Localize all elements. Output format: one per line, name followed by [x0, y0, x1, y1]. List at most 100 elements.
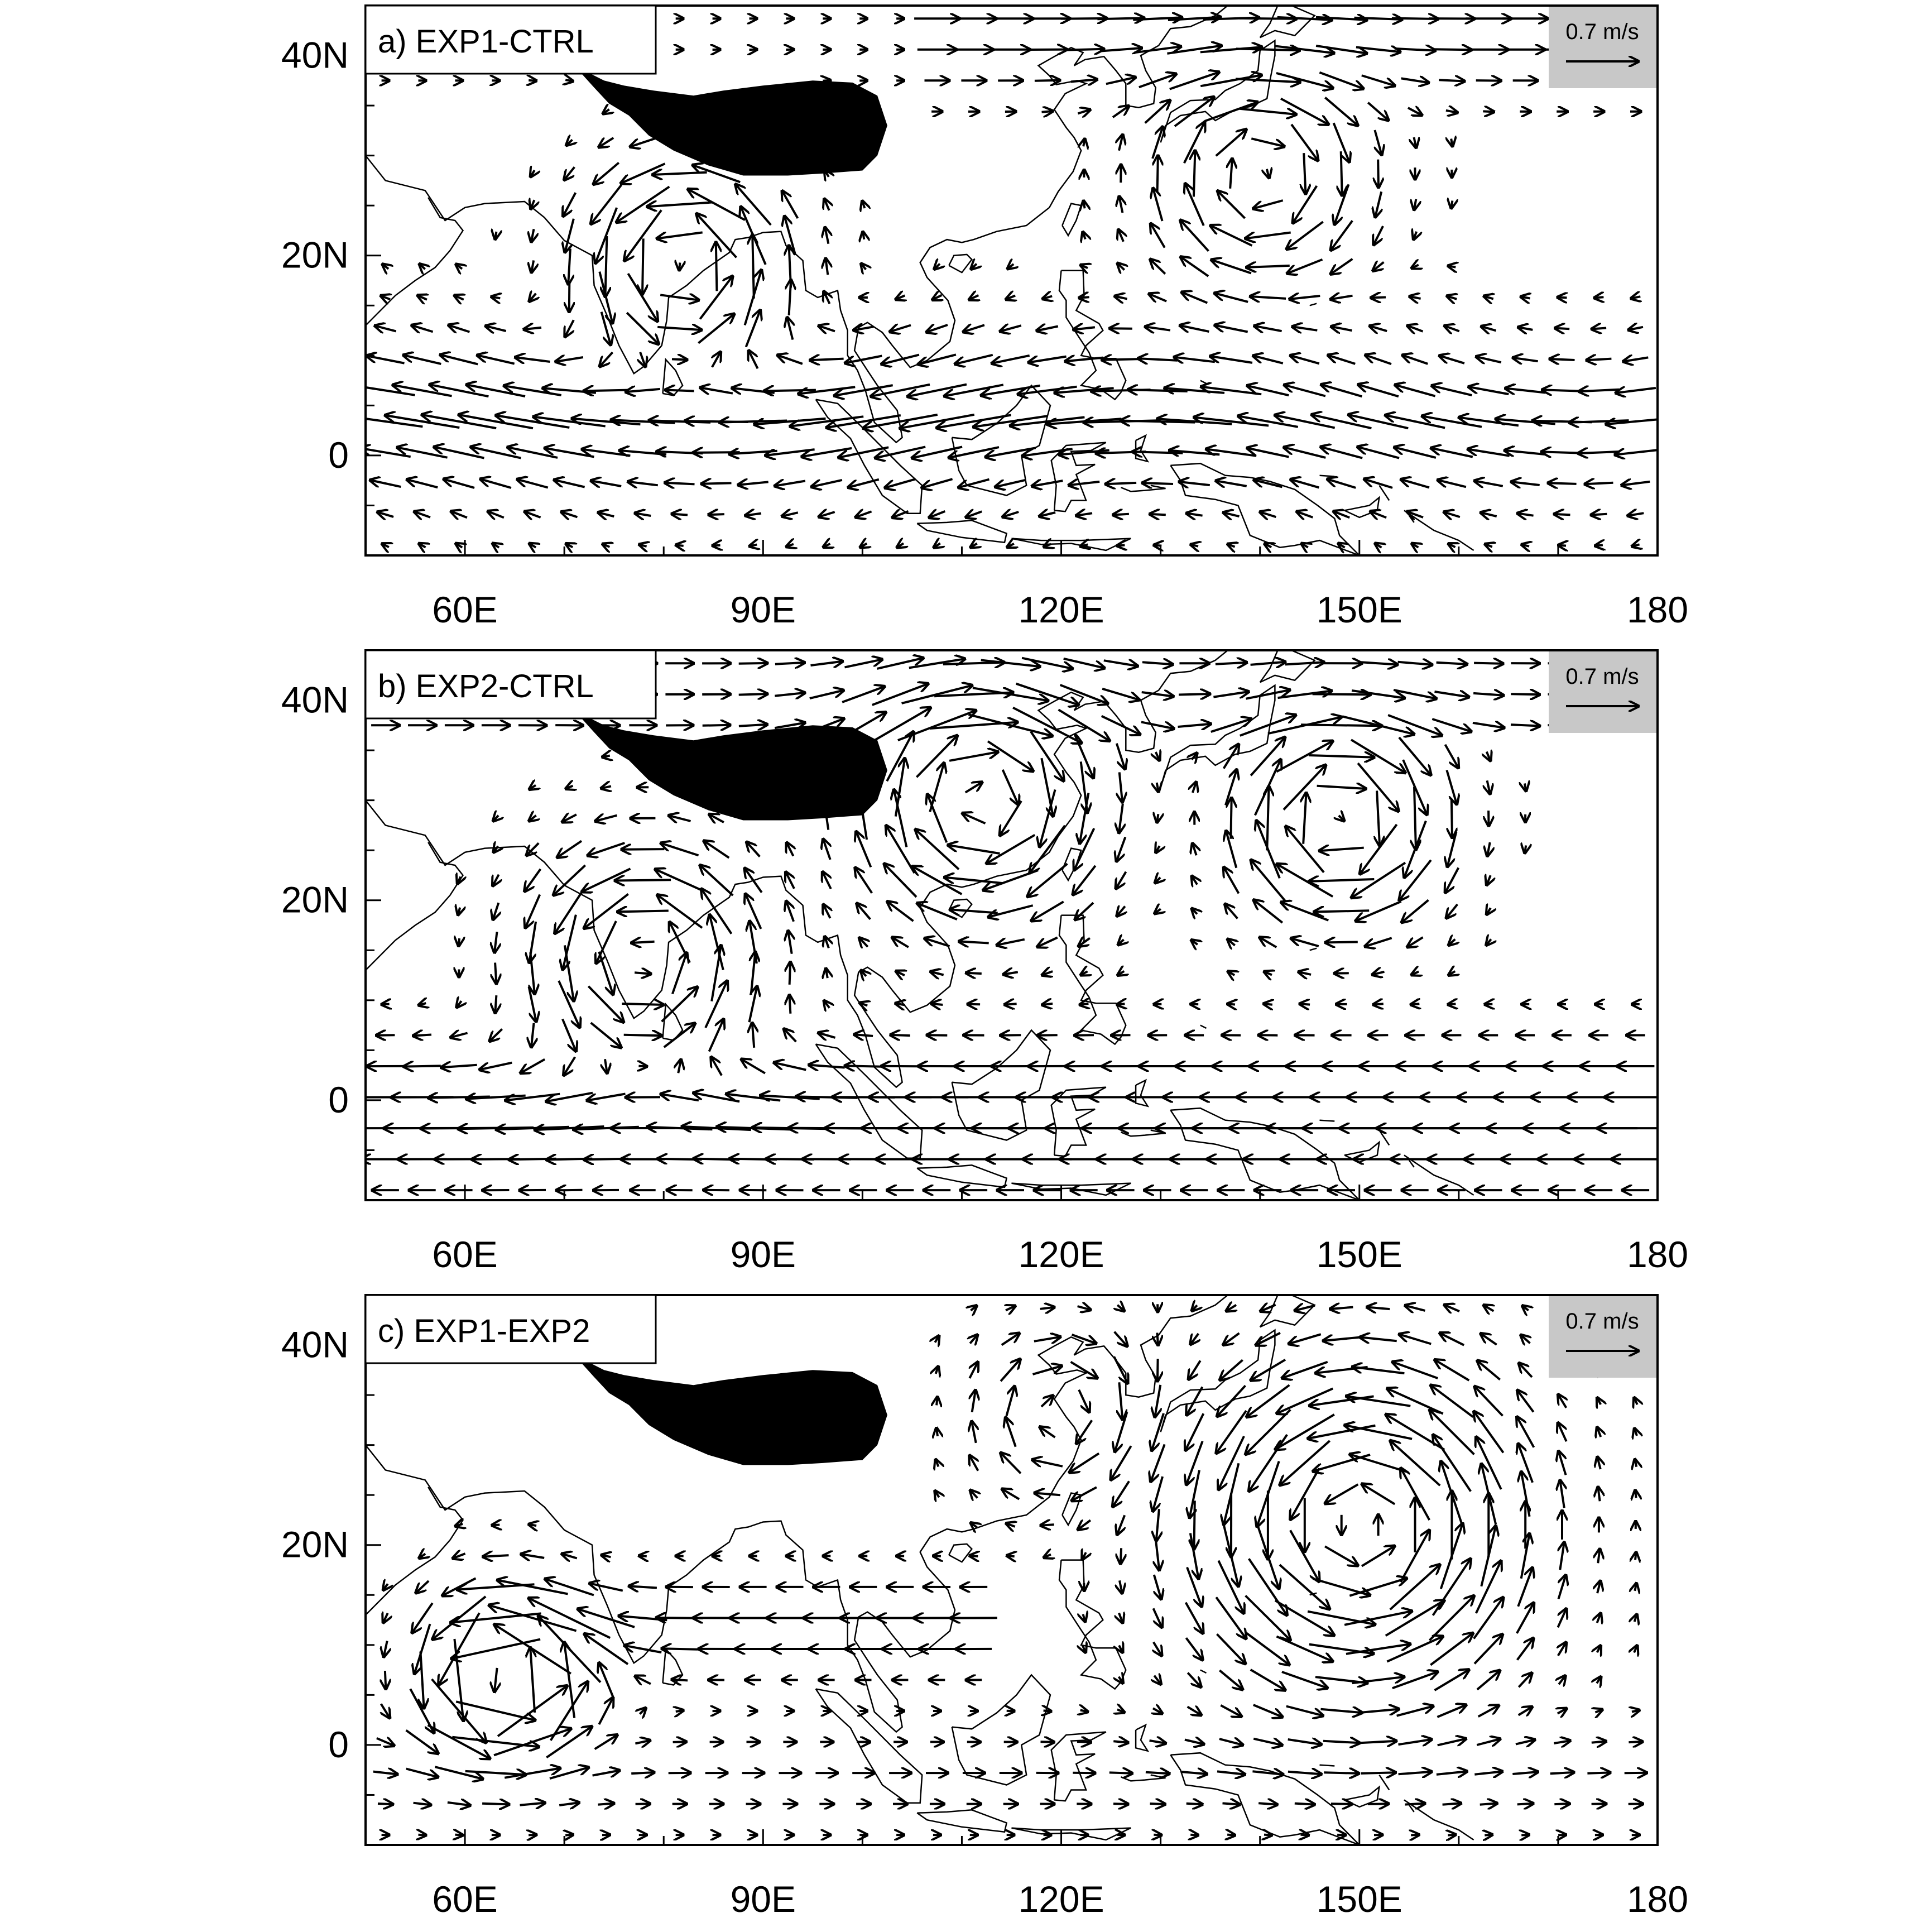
wind-vector [1623, 357, 1649, 361]
wind-vector [1200, 47, 1262, 52]
wind-vector [1102, 687, 1140, 700]
wind-vector [1315, 17, 1367, 20]
wind-vector [1083, 232, 1085, 239]
wind-vector [521, 1554, 545, 1558]
wind-vector [897, 711, 976, 741]
wind-vector [419, 1003, 426, 1005]
wind-vector [382, 1004, 390, 1005]
wind-vector [1319, 848, 1364, 851]
wind-vector [1005, 1386, 1015, 1417]
wind-vector [819, 512, 835, 517]
wind-vector [1214, 293, 1248, 303]
wind-vector [385, 1671, 386, 1689]
wind-vector [1364, 479, 1393, 489]
wind-vector [562, 814, 577, 822]
wind-vector [1282, 1360, 1328, 1378]
wind-vector [661, 987, 698, 1023]
wind-vector [1246, 690, 1290, 700]
wind-vector [626, 311, 659, 344]
wind-vector [1184, 1740, 1204, 1744]
wind-vector [1109, 328, 1132, 329]
wind-vector [1375, 543, 1382, 548]
wind-vector [494, 932, 497, 952]
coastline [815, 399, 923, 515]
wind-vector [1150, 514, 1166, 515]
wind-vector [992, 354, 1030, 363]
wind-vector [1185, 1637, 1203, 1660]
wind-vector [856, 511, 872, 517]
wind-vector [1389, 1565, 1440, 1610]
wind-vector [635, 513, 651, 516]
wind-vector [451, 1638, 541, 1659]
wind-vector [1635, 1490, 1636, 1498]
wind-vector [1152, 1608, 1163, 1627]
wind-vector [587, 1092, 626, 1101]
wind-vector [1145, 1772, 1170, 1774]
coastline [1259, 650, 1316, 683]
wind-vector [1083, 1646, 1086, 1653]
wind-vector [504, 1768, 560, 1779]
wind-vector [1360, 1741, 1396, 1743]
wind-vector [492, 1525, 499, 1526]
wind-vector [454, 295, 464, 300]
wind-vector [1634, 1646, 1637, 1653]
wind-vector [497, 1686, 568, 1737]
wind-vector [1414, 137, 1416, 148]
wind-vector [1309, 1395, 1374, 1406]
wind-vector [1332, 122, 1349, 162]
wind-vector [969, 1455, 978, 1471]
coastline [1061, 1492, 1082, 1527]
coastline [662, 358, 684, 396]
wind-vector [1473, 1597, 1504, 1639]
wind-vector [1246, 1408, 1291, 1454]
wind-vector [716, 242, 717, 291]
wind-vector [628, 482, 659, 486]
x-tick-label: 120E [1018, 1878, 1104, 1920]
wind-vector [1040, 758, 1053, 816]
coastline [1200, 380, 1207, 385]
wind-vector [907, 383, 967, 397]
wind-vector [1554, 514, 1570, 515]
wind-vector [629, 1586, 657, 1588]
wind-vector [702, 725, 731, 726]
wind-vector [412, 1602, 434, 1633]
wind-vector [1238, 416, 1299, 428]
wind-vector [970, 1490, 977, 1498]
reference-vector-label: 0.7 m/s [1565, 664, 1639, 689]
wind-vector [1477, 1360, 1501, 1381]
wind-vector [1037, 936, 1058, 947]
wind-vector [1240, 715, 1296, 737]
wind-vector [625, 209, 662, 261]
coastline [815, 1688, 923, 1804]
wind-vector [785, 216, 797, 256]
wind-vector [859, 1003, 867, 1005]
wind-vector [1444, 1305, 1460, 1311]
wind-vector [782, 512, 799, 516]
wind-vector [1407, 108, 1422, 116]
wind-vector [611, 420, 675, 423]
coastline [1319, 474, 1335, 477]
wind-vector [1521, 1335, 1530, 1343]
wind-vector [789, 246, 791, 288]
wind-vector [627, 272, 657, 322]
wind-vector [1440, 1333, 1465, 1346]
wind-vector [1445, 770, 1457, 804]
wind-vector [598, 512, 614, 516]
wind-vector [1414, 787, 1416, 850]
wind-vector [1505, 389, 1546, 393]
wind-vector [1476, 1437, 1502, 1490]
wind-vector [809, 691, 844, 700]
wind-vector [565, 80, 573, 81]
wind-vector [1483, 1305, 1493, 1311]
wind-vector [494, 1624, 571, 1675]
coastline [1120, 1129, 1166, 1137]
wind-vector [584, 893, 629, 929]
wind-vector [640, 1708, 646, 1714]
wind-vector [1139, 74, 1176, 89]
wind-vector [944, 878, 1003, 885]
wind-vector [1253, 900, 1284, 924]
wind-vector [872, 684, 929, 706]
wind-vector [1274, 1599, 1334, 1636]
wind-vector [1635, 1583, 1636, 1591]
wind-vector [1253, 759, 1281, 816]
